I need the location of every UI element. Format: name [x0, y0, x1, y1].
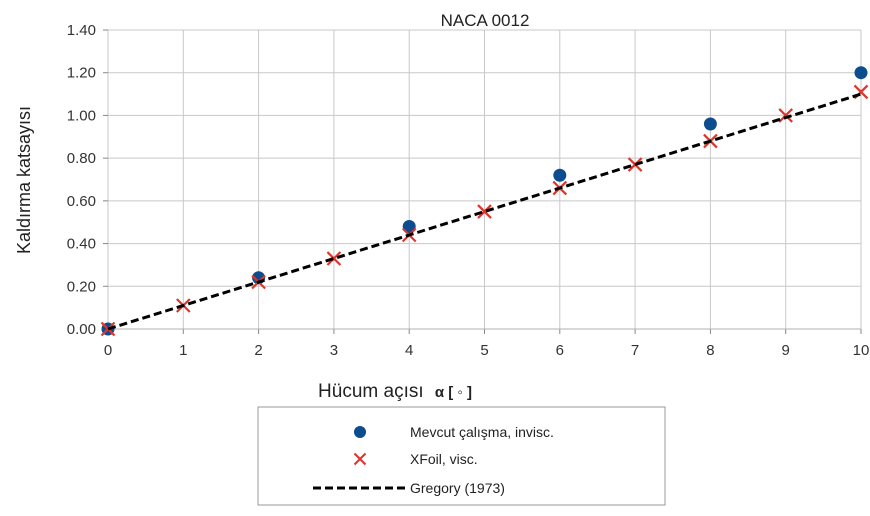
x-tick-label: 9 [782, 342, 790, 359]
grid [107, 29, 862, 330]
x-axis-label: Hücum açısı α [ ◦ ] [318, 381, 472, 402]
y-tick-label: 0.20 [67, 278, 96, 295]
y-axis-label: Kaldırma katsayısı [14, 106, 34, 254]
legend: Mevcut çalışma, invisc. XFoil, visc. Grego… [257, 406, 666, 506]
x-tick-label: 4 [405, 342, 413, 359]
y-tick-label: 0.00 [67, 321, 96, 338]
legend-item: XFoil, visc. [353, 451, 478, 467]
axes: 0.00 0.20 0.40 0.60 0.80 1.00 1.20 1.40 0 1 2 3 4 5 6 7… [67, 22, 870, 359]
legend-item: Gregory (1973) [313, 480, 505, 496]
x-marker-stroke [326, 251, 342, 266]
data-point-x [326, 251, 342, 266]
y-tick-label: 1.00 [67, 107, 96, 124]
x-marker-stroke [778, 108, 793, 123]
legend-label: XFoil, visc. [410, 451, 478, 467]
x-tick-label: 6 [556, 342, 564, 359]
x-axis-label-unit: α [ ◦ ] [435, 384, 472, 401]
y-tick-label: 0.60 [67, 193, 96, 210]
chart-title: NACA 0012 [441, 11, 530, 30]
y-tick-label: 0.40 [67, 236, 96, 253]
y-tick-label: 0.80 [67, 150, 96, 167]
x-tick-label: 2 [254, 342, 262, 359]
x-tick-label: 1 [179, 342, 187, 359]
legend-label: Gregory (1973) [410, 480, 505, 496]
data-point-circle [854, 66, 868, 80]
x-tick-label: 3 [330, 342, 338, 359]
data-point-x [477, 204, 492, 219]
data-point-circle [553, 168, 567, 182]
legend-item: Mevcut çalışma, invisc. [354, 424, 554, 440]
y-tick-label: 1.20 [67, 65, 96, 82]
legend-label: Mevcut çalışma, invisc. [410, 424, 554, 440]
data-point-x [778, 108, 793, 123]
legend-swatch-x [353, 452, 367, 466]
x-axis-label-text: Hücum açısı [318, 381, 424, 402]
legend-swatch-circle [354, 426, 366, 438]
data-point-circle [402, 219, 416, 233]
x-tick-label: 7 [631, 342, 639, 359]
plot-area [100, 66, 869, 337]
x-tick-label: 10 [853, 342, 870, 359]
data-point-circle [703, 117, 717, 131]
y-tick-label: 1.40 [67, 22, 96, 39]
x-tick-label: 8 [706, 342, 714, 359]
x-marker-stroke [477, 204, 492, 219]
x-tick-label: 5 [480, 342, 488, 359]
x-tick-label: 0 [104, 342, 112, 359]
